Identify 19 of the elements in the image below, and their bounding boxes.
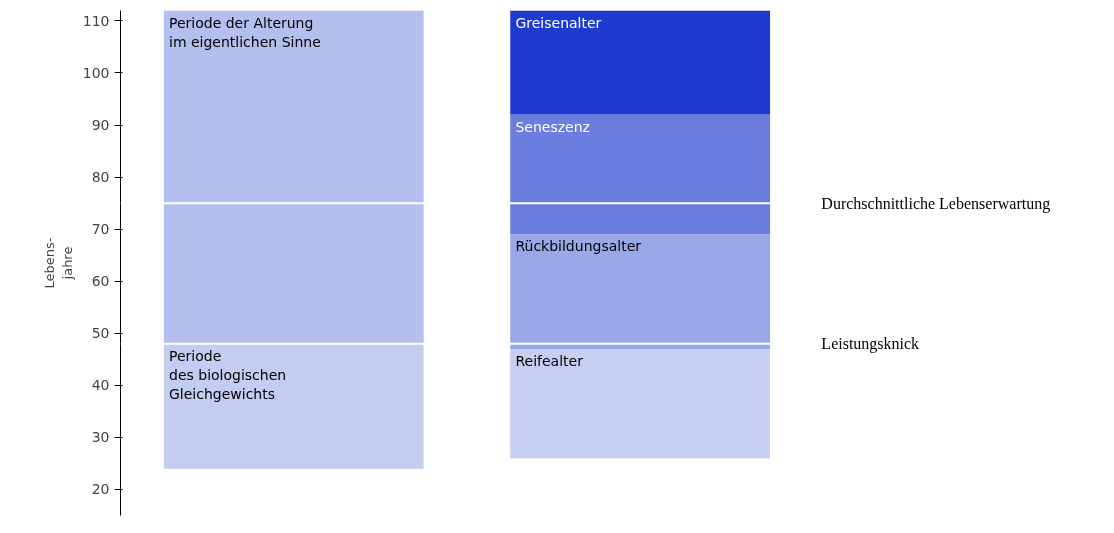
y-tick-label: 30: [91, 429, 110, 446]
y-tick-label: 110: [82, 12, 110, 29]
y-tick-label: 60: [91, 273, 110, 290]
series-label: Rückbildungsalter: [515, 238, 642, 255]
series-label: Periode der Alterung im eigentlichen Sinne: [169, 14, 321, 50]
y-axis-title: Lebens- jahre: [41, 237, 75, 289]
ref-line-label: Leistungsknick: [821, 335, 920, 354]
series-label: Reifealter: [515, 352, 584, 369]
series-label: Periode des biologischen Gleichgewichts: [169, 347, 287, 403]
y-tick-label: 70: [91, 221, 110, 238]
y-tick-label: 100: [82, 64, 110, 81]
series-label: Greisenalter: [515, 14, 602, 31]
y-tick-label: 80: [91, 169, 110, 186]
y-tick-label: 90: [91, 117, 110, 134]
y-tick-label: 40: [91, 377, 110, 394]
ref-line-label: Durchschnittliche Lebenserwartung: [821, 194, 1051, 213]
y-tick-label: 50: [91, 325, 110, 342]
y-tick-label: 20: [91, 481, 110, 498]
series-label: Seneszenz: [515, 118, 590, 135]
